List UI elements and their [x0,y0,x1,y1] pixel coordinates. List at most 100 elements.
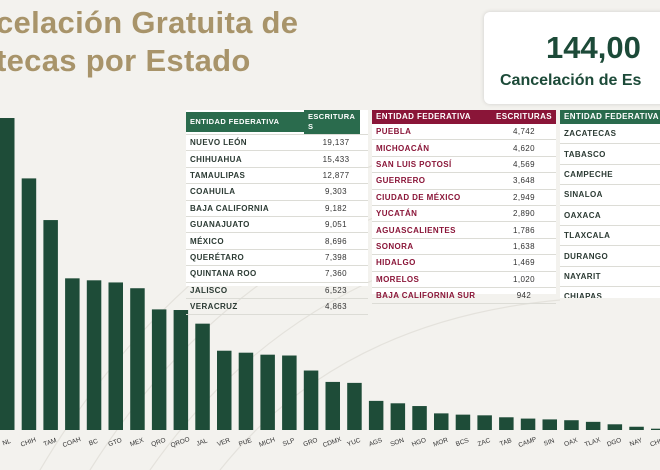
state-name: NUEVO LEÓN [186,134,304,152]
table-row: JALISCO 6,523 [186,282,368,299]
table-row: TLAXCALA [560,225,660,247]
table-row: CHIHUAHUA 15,433 [186,150,368,168]
state-name: GUERRERO [372,172,492,190]
x-tick-label: BCS [455,437,471,448]
bar-son [390,403,406,430]
state-name: TABASCO [560,143,660,165]
kpi-card: 144,00 Cancelación de Es [484,12,660,104]
x-tick-label: MICH [258,436,276,448]
table-row: NUEVO LEÓN 19,137 [186,134,368,152]
title-line-1: celación Gratuita de [0,5,299,40]
table-row: SINALOA [560,184,660,206]
x-tick-label: TLAX [584,436,602,448]
bar-camp [520,418,536,430]
bar-nay [629,426,644,430]
bar-chih [21,178,37,430]
state-name: ZACATECAS [560,124,660,145]
bar-mor [434,413,449,430]
x-tick-label: MOR [432,437,449,449]
table-row: MÉXICO 8,696 [186,232,368,250]
x-tick-label: SIN [543,437,556,447]
x-tick-label: TAB [499,437,513,448]
table-row: CAMPECHE [560,164,660,186]
x-tick-label: YUC [346,437,362,448]
state-name: COAHUILA [186,183,304,201]
table-row: YUCATÁN 2,890 [372,205,556,223]
x-tick-label: MEX [129,437,145,449]
page-title: celación Gratuita de tecas por Estado [0,4,298,80]
state-name: BAJA CALIFORNIA [186,200,304,217]
state-name: HIDALGO [372,254,492,272]
x-tick-label: NL [2,438,13,448]
x-tick-label: AGS [368,437,384,448]
table-row: BAJA CALIFORNIA SUR 942 [372,287,556,305]
table-row: CIUDAD DE MÉXICO 2,949 [372,189,556,206]
x-tick-label: BC [88,438,99,448]
state-name: MÉXICO [186,232,304,250]
bar-slp [282,355,297,430]
x-tick-label: DGO [606,437,622,449]
table-row: GUANAJUATO 9,051 [186,216,368,234]
x-tick-label: ZAC [477,437,492,448]
deed-count: 3,648 [491,172,556,190]
bar-mich [260,354,275,430]
x-tick-label: PUE [238,437,254,448]
table-row: AGUASCALIENTES 1,786 [372,221,556,239]
x-tick-label: QRO [150,437,166,449]
bar-bcs [455,414,471,430]
state-name: JALISCO [186,282,304,299]
bar-qro [151,309,167,430]
state-name: TAMAULIPAS [186,167,304,185]
deed-count: 1,786 [491,221,556,239]
deed-count: 7,360 [304,265,368,283]
x-tick-label: CDMX [322,436,343,449]
state-name: CHIAPAS [560,286,660,298]
table-row: TABASCO [560,143,660,165]
state-table-2: ENTIDAD FEDERATIVA ESCRITURAS PUEBLA 4,74… [372,110,556,305]
table-row: BAJA CALIFORNIA 9,182 [186,200,368,217]
deed-count: 9,051 [304,216,368,234]
deed-count: 1,469 [491,254,556,272]
x-tick-label: OAX [563,437,579,448]
x-tick-label: JAL [196,437,209,448]
deed-count: 1,638 [491,238,556,256]
title-line-2: tecas por Estado [0,43,251,78]
table-row: QUERÉTARO 7,398 [186,249,368,267]
x-tick-label: COAH [62,436,82,449]
bar-hgo [412,406,427,430]
deed-count: 2,949 [491,189,556,206]
bar-tlax [585,421,601,430]
bar-coah [65,278,80,430]
state-name: PUEBLA [372,124,492,141]
table-row: SONORA 1,638 [372,238,556,256]
state-name: CAMPECHE [560,164,660,186]
deed-count: 9,303 [304,183,368,201]
table-1-header-state: ENTIDAD FEDERATIVA [186,112,304,132]
kpi-label: Cancelación de Es [500,72,642,89]
table-row: PUEBLA 4,742 [372,124,556,141]
deed-count: 7,398 [304,249,368,267]
bar-sin [542,419,557,430]
bar-jal [195,323,210,430]
deed-count: 12,877 [304,167,368,185]
table-row: VERACRUZ 4,863 [186,298,368,316]
state-name: QUINTANA ROO [186,265,304,283]
x-tick-label: GTO [107,437,123,448]
bar-mex [130,288,145,430]
state-name: NAYARIT [560,266,660,288]
deed-count: 4,863 [304,298,368,316]
x-tick-label: CHIH [20,436,38,448]
deed-count: 1,020 [491,271,556,288]
x-tick-label: GRO [302,437,318,449]
bar-chis [651,428,660,430]
deed-count: 4,620 [491,139,556,157]
table-row: QUINTANA ROO 7,360 [186,265,368,283]
x-tick-label: QROO [170,436,191,449]
table-3-header-state: ENTIDAD FEDERATIVA [560,110,660,124]
bar-oax [564,420,579,430]
bar-qroo [173,310,189,430]
table-row: CHIAPAS [560,286,660,298]
deed-count: 4,569 [491,156,556,174]
table-row: OAXACA [560,205,660,226]
kpi-total-value: 144,00 [546,30,641,65]
